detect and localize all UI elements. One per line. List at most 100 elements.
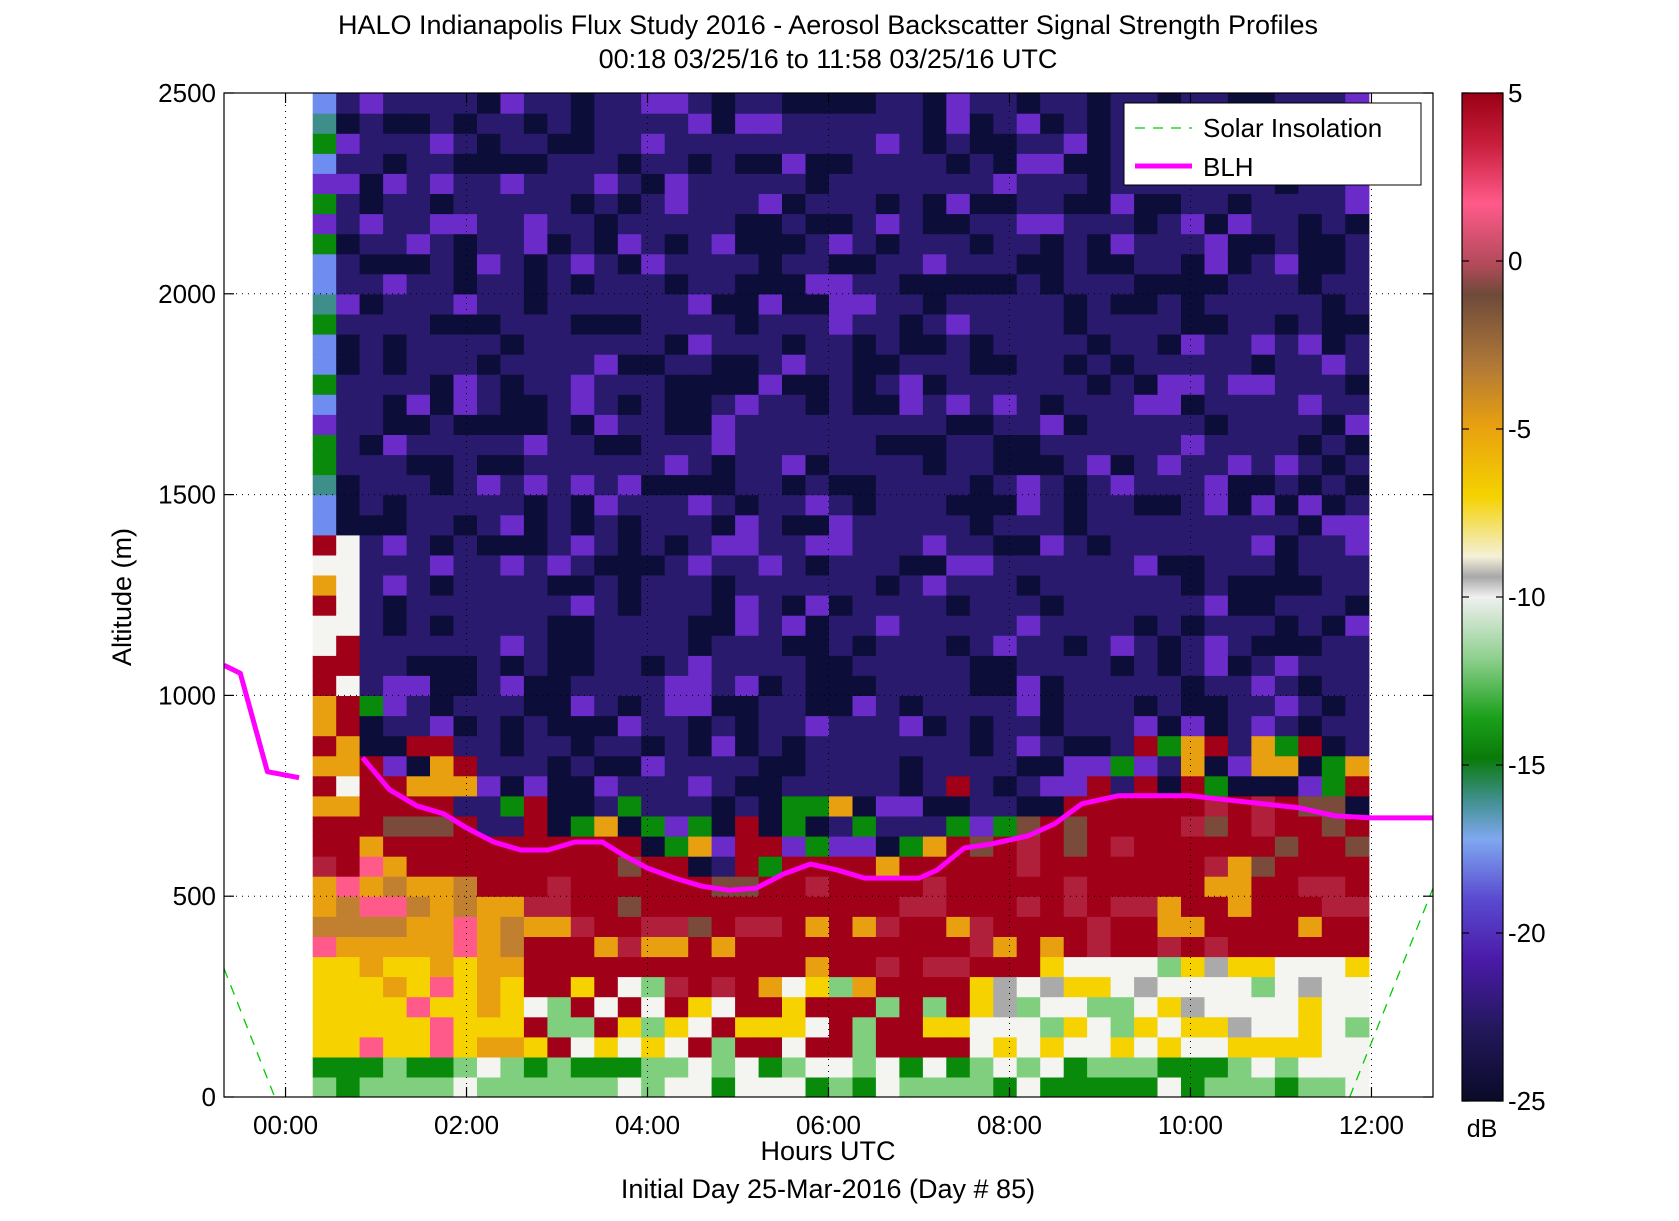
heatmap-cell: [946, 735, 971, 757]
x-tick-label: 04:00: [615, 1110, 680, 1140]
heatmap-cell: [829, 936, 854, 958]
heatmap-cell: [312, 153, 337, 174]
heatmap-cell: [758, 354, 783, 375]
heatmap-cell: [1345, 815, 1370, 837]
heatmap-cell: [383, 695, 408, 717]
heatmap-cell: [1016, 113, 1041, 134]
heatmap-cell: [852, 655, 877, 676]
heatmap-cell: [805, 354, 830, 375]
heatmap-cell: [1110, 876, 1135, 897]
heatmap-cell: [1321, 956, 1346, 978]
legend-label-solar-insolation: Solar Insolation: [1203, 113, 1382, 143]
heatmap-cell: [735, 615, 760, 636]
heatmap-cell: [875, 615, 900, 636]
heatmap-cell: [758, 334, 783, 355]
heatmap-cell: [500, 675, 525, 696]
heatmap-cell: [312, 856, 337, 877]
heatmap-cell: [594, 876, 619, 897]
heatmap-cell: [406, 514, 431, 536]
heatmap-cell: [641, 133, 666, 154]
heatmap-cell: [359, 836, 384, 857]
heatmap-cell: [500, 293, 525, 315]
heatmap-cell: [875, 1016, 900, 1038]
heatmap-cell: [735, 334, 760, 355]
heatmap-cell: [1274, 253, 1299, 275]
heatmap-cell: [500, 815, 525, 837]
heatmap-cell: [547, 615, 572, 636]
heatmap-cell: [1251, 213, 1276, 235]
heatmap-cell: [875, 534, 900, 556]
heatmap-cell: [641, 113, 666, 134]
heatmap-cell: [993, 454, 1018, 476]
heatmap-cell: [1345, 595, 1370, 616]
heatmap-cell: [453, 133, 478, 154]
heatmap-cell: [570, 755, 595, 777]
heatmap-cell: [1321, 394, 1346, 415]
heatmap-cell: [829, 534, 854, 556]
heatmap-cell: [383, 976, 408, 998]
heatmap-cell: [1157, 273, 1182, 295]
heatmap-cell: [547, 1076, 572, 1097]
heatmap-cell: [1321, 856, 1346, 877]
heatmap-cell: [922, 755, 947, 777]
heatmap-cell: [664, 836, 689, 857]
heatmap-cell: [1298, 595, 1323, 616]
heatmap-cell: [993, 996, 1018, 1018]
heatmap-cell: [969, 434, 994, 456]
heatmap-cell: [359, 454, 384, 476]
heatmap-cell: [406, 916, 431, 937]
heatmap-cell: [969, 514, 994, 536]
heatmap-cell: [946, 836, 971, 857]
heatmap-cell: [453, 735, 478, 757]
heatmap-cell: [312, 755, 337, 777]
heatmap-cell: [1016, 334, 1041, 355]
heatmap-cell: [711, 1076, 736, 1097]
heatmap-cell: [477, 815, 502, 837]
heatmap-cell: [946, 896, 971, 917]
heatmap-cell: [758, 454, 783, 476]
heatmap-cell: [852, 213, 877, 235]
heatmap-cell: [477, 795, 502, 817]
heatmap-cell: [1087, 815, 1112, 837]
heatmap-cell: [922, 595, 947, 616]
heatmap-cell: [359, 93, 384, 114]
heatmap-cell: [336, 93, 361, 114]
heatmap-cell: [969, 334, 994, 355]
x-tick-label: 12:00: [1339, 1110, 1404, 1140]
heatmap-cell: [1251, 253, 1276, 275]
heatmap-cell: [1181, 1076, 1206, 1097]
heatmap-cell: [805, 836, 830, 857]
heatmap-cell: [430, 554, 455, 576]
colorbar-tick-label: -20: [1508, 918, 1546, 948]
heatmap-cell: [805, 635, 830, 656]
heatmap-cell: [899, 735, 924, 757]
heatmap-cell: [500, 494, 525, 516]
heatmap-cell: [1227, 494, 1252, 516]
heatmap-cell: [1181, 273, 1206, 295]
heatmap-cell: [735, 755, 760, 777]
heatmap-cell: [1063, 414, 1088, 435]
heatmap-cell: [406, 815, 431, 837]
heatmap-cell: [523, 695, 548, 717]
heatmap-cell: [594, 534, 619, 556]
heatmap-cell: [1227, 213, 1252, 235]
heatmap-cell: [875, 1036, 900, 1058]
heatmap-cell: [406, 956, 431, 978]
heatmap-cell: [829, 956, 854, 978]
heatmap-cell: [500, 273, 525, 295]
heatmap-cell: [477, 534, 502, 556]
heatmap-cell: [453, 916, 478, 937]
heatmap-cell: [1204, 334, 1229, 355]
heatmap-cell: [641, 635, 666, 656]
heatmap-cell: [875, 233, 900, 255]
heatmap-cell: [805, 534, 830, 556]
heatmap-cell: [969, 976, 994, 998]
heatmap-cell: [922, 313, 947, 335]
heatmap-cell: [617, 394, 642, 415]
heatmap-cell: [1016, 876, 1041, 897]
heatmap-cell: [1204, 715, 1229, 737]
heatmap-cell: [758, 253, 783, 275]
heatmap-cell: [359, 976, 384, 998]
heatmap-cell: [735, 775, 760, 797]
heatmap-cell: [617, 815, 642, 837]
